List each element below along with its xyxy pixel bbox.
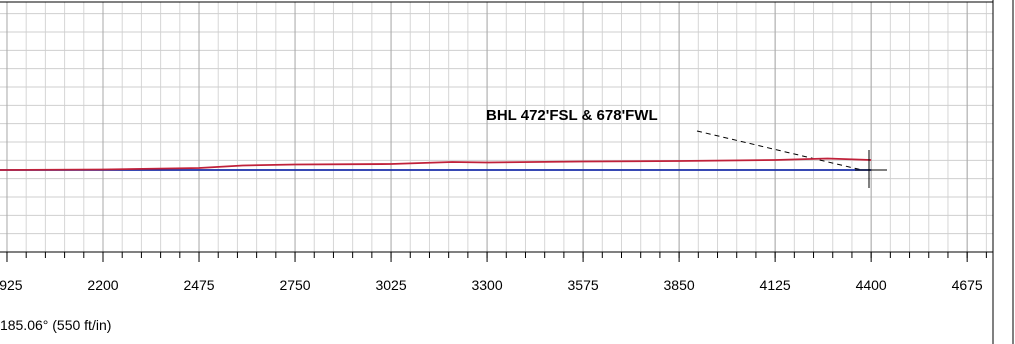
x-tick-label: 2200 — [87, 277, 118, 293]
x-tick-label: 2475 — [183, 277, 214, 293]
x-axis-label: Vertical Section at 185.06° (550 ft/in) — [0, 317, 111, 333]
x-tick-label: 4675 — [952, 277, 983, 293]
x-tick-label: 2750 — [279, 277, 310, 293]
series-line — [0, 157, 872, 171]
x-tick-label: 3850 — [664, 277, 695, 293]
annotation: BHL 472'FSL & 678'FWL — [486, 107, 658, 124]
x-tick-label: 3300 — [471, 277, 502, 293]
x-tick-label: 3025 — [375, 277, 406, 293]
leader-line — [696, 130, 863, 171]
x-tick-label: 3575 — [568, 277, 599, 293]
x-tick-label: 1925 — [0, 277, 23, 293]
x-tick-label: 4400 — [856, 277, 887, 293]
x-tick-label: 4125 — [760, 277, 791, 293]
